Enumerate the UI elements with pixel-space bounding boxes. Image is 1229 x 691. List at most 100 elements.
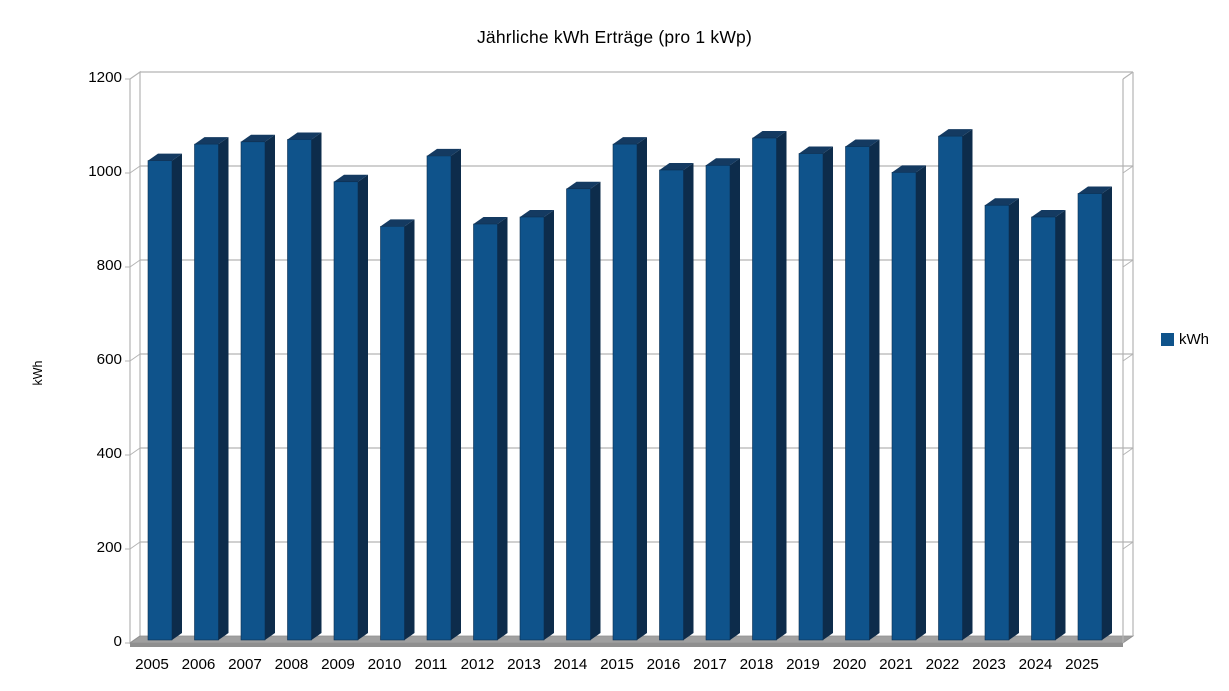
bar-2024 bbox=[1031, 216, 1056, 641]
bar-2006 bbox=[194, 143, 219, 641]
bar-top-2009 bbox=[334, 174, 368, 182]
x-tick-label-2013: 2013 bbox=[507, 656, 541, 673]
chart-title: Jährliche kWh Erträge (pro 1 kWp) bbox=[476, 27, 752, 47]
legend-label: kWh bbox=[1179, 331, 1209, 348]
x-tick-label-2024: 2024 bbox=[1019, 656, 1053, 673]
bar-top-2015 bbox=[613, 137, 647, 145]
bar-side-2015 bbox=[637, 137, 647, 640]
bar-top-2023 bbox=[985, 198, 1019, 206]
bar-side-2020 bbox=[869, 139, 880, 640]
gridline-left-connector-400 bbox=[129, 447, 141, 456]
bar-top-2014 bbox=[566, 181, 601, 189]
y-tick-label-400: 400 bbox=[97, 445, 122, 462]
bar-top-2025 bbox=[1078, 186, 1112, 194]
y-tick-label-1000: 1000 bbox=[88, 163, 122, 180]
bar-top-2016 bbox=[659, 163, 694, 170]
bar-side-2017 bbox=[730, 158, 740, 641]
x-tick-label-2015: 2015 bbox=[600, 656, 634, 673]
x-tick-label-2023: 2023 bbox=[972, 656, 1006, 673]
bar-2023 bbox=[984, 204, 1010, 641]
bar-2013 bbox=[519, 216, 545, 641]
bar-side-2018 bbox=[776, 131, 787, 641]
x-tick-label-2019: 2019 bbox=[786, 656, 820, 673]
bar-2020 bbox=[845, 146, 870, 641]
x-tick-label-2025: 2025 bbox=[1065, 656, 1099, 673]
bar-side-2023 bbox=[1009, 198, 1019, 640]
gridline-right-connector-1000 bbox=[1122, 165, 1134, 174]
floor-side bbox=[130, 643, 1123, 647]
x-tick-label-2005: 2005 bbox=[135, 656, 169, 673]
x-tick-label-2010: 2010 bbox=[368, 656, 402, 673]
bar-side-2014 bbox=[590, 181, 601, 641]
bar-top-2022 bbox=[938, 129, 973, 137]
bar-2005 bbox=[147, 160, 173, 641]
y-tick-label-0: 0 bbox=[114, 633, 122, 650]
bar-side-2025 bbox=[1102, 186, 1112, 640]
bar-2025 bbox=[1077, 193, 1103, 641]
bar-side-2019 bbox=[823, 146, 833, 641]
bar-side-2011 bbox=[451, 148, 461, 640]
bar-2021 bbox=[891, 172, 917, 641]
bar-side-2006 bbox=[218, 137, 229, 640]
x-tick-label-2009: 2009 bbox=[321, 656, 355, 673]
gridline-right-connector-800 bbox=[1122, 259, 1134, 268]
bar-top-2006 bbox=[194, 137, 229, 145]
bar-2022 bbox=[938, 135, 963, 641]
bar-top-2012 bbox=[473, 217, 508, 225]
legend: kWh bbox=[1161, 331, 1209, 348]
bar-side-2005 bbox=[172, 153, 182, 640]
gridline-left-connector-1000 bbox=[129, 165, 141, 174]
bar-side-2024 bbox=[1055, 210, 1066, 640]
x-tick-label-2008: 2008 bbox=[275, 656, 309, 673]
bar-2011 bbox=[426, 155, 452, 641]
bar-2009 bbox=[333, 181, 359, 641]
bar-2016 bbox=[659, 169, 684, 641]
gridline-right-connector-200 bbox=[1122, 541, 1134, 550]
bar-2008 bbox=[287, 139, 312, 641]
bar-top-2020 bbox=[845, 139, 880, 147]
bar-side-2022 bbox=[962, 129, 973, 640]
bar-top-2005 bbox=[148, 153, 182, 161]
y-tick-label-600: 600 bbox=[97, 351, 122, 368]
bar-top-2024 bbox=[1031, 210, 1066, 217]
bar-top-2011 bbox=[427, 148, 461, 156]
bar-top-2018 bbox=[752, 131, 787, 139]
x-tick-label-2011: 2011 bbox=[415, 656, 448, 673]
gridline-right-connector-400 bbox=[1122, 447, 1134, 456]
bar-side-2008 bbox=[311, 132, 322, 640]
bar-2007 bbox=[240, 141, 266, 641]
gridline-left-connector-600 bbox=[129, 353, 141, 362]
bar-top-2007 bbox=[241, 134, 275, 142]
x-tick-label-2022: 2022 bbox=[926, 656, 960, 673]
right-wall-top-connector bbox=[1122, 71, 1134, 80]
bar-side-2016 bbox=[683, 163, 694, 640]
x-tick-label-2018: 2018 bbox=[740, 656, 774, 673]
bar-top-2019 bbox=[799, 146, 833, 154]
x-tick-label-2021: 2021 bbox=[879, 656, 913, 673]
bar-side-2007 bbox=[265, 134, 275, 641]
gridline-left-connector-800 bbox=[129, 259, 141, 268]
y-tick-label-200: 200 bbox=[97, 539, 122, 556]
bar-top-2013 bbox=[520, 210, 554, 217]
bar-top-2008 bbox=[287, 132, 322, 140]
bar-side-2013 bbox=[544, 210, 554, 640]
y-axis-title: kWh bbox=[31, 360, 45, 386]
bar-side-2021 bbox=[916, 165, 926, 640]
x-tick-label-2016: 2016 bbox=[647, 656, 681, 673]
x-tick-label-2014: 2014 bbox=[554, 656, 588, 673]
bar-2018 bbox=[752, 137, 777, 641]
x-tick-label-2006: 2006 bbox=[182, 656, 216, 673]
bar-2012 bbox=[473, 223, 498, 641]
bar-side-2012 bbox=[497, 217, 508, 641]
bar-2017 bbox=[705, 165, 731, 641]
legend-swatch-icon bbox=[1161, 333, 1174, 346]
x-tick-label-2012: 2012 bbox=[461, 656, 495, 673]
x-tick-label-2017: 2017 bbox=[693, 656, 727, 673]
bar-top-2021 bbox=[892, 165, 926, 173]
gridline-right-connector-600 bbox=[1122, 353, 1134, 362]
bar-2015 bbox=[612, 143, 638, 641]
bar-2010 bbox=[380, 226, 405, 641]
bar-side-2009 bbox=[358, 174, 368, 640]
